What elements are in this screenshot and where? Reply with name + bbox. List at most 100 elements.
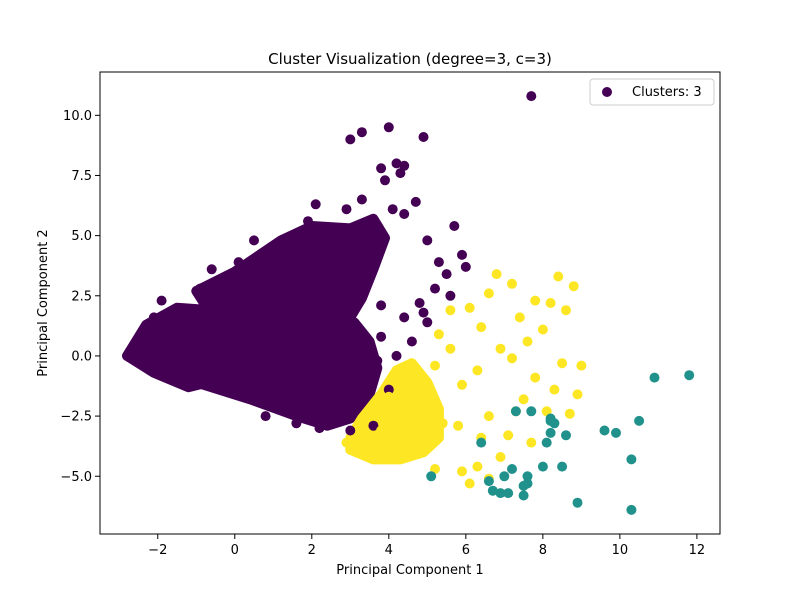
data-point (483, 411, 494, 422)
data-point (349, 394, 360, 405)
chart-title: Cluster Visualization (degree=3, c=3) (268, 50, 552, 68)
data-point (503, 488, 514, 499)
data-point (576, 360, 587, 371)
data-point (684, 370, 695, 381)
data-point (291, 418, 302, 429)
data-point (418, 396, 429, 407)
dense-cluster-regions (122, 213, 444, 465)
data-point (333, 293, 344, 304)
data-point (287, 245, 298, 256)
data-point (395, 168, 406, 179)
data-point (483, 288, 494, 299)
data-point (422, 235, 433, 246)
data-point (557, 358, 568, 369)
data-point (487, 485, 498, 496)
data-point (383, 122, 394, 133)
data-point (156, 295, 167, 306)
y-tick-label: 0.0 (71, 349, 92, 364)
data-point (376, 300, 387, 311)
data-point (626, 454, 637, 465)
data-point (476, 437, 487, 448)
data-point (568, 281, 579, 292)
data-point (430, 283, 440, 294)
data-point (345, 425, 356, 436)
y-tick-label: 2.5 (71, 289, 92, 304)
data-point (430, 360, 440, 371)
data-point (422, 317, 433, 328)
data-point (507, 353, 517, 364)
x-tick-label: 8 (539, 543, 547, 558)
data-point (349, 326, 360, 337)
data-point (449, 221, 460, 231)
data-point (537, 461, 548, 472)
legend-label: Clusters: 3 (632, 85, 702, 100)
x-tick-label: −2 (148, 543, 167, 558)
data-point (649, 372, 660, 383)
data-point (549, 384, 560, 395)
data-point (433, 257, 444, 268)
data-point (399, 209, 410, 219)
data-point (472, 365, 483, 376)
data-point (406, 444, 417, 455)
data-point (476, 322, 487, 333)
data-point (460, 261, 471, 272)
data-point (553, 271, 564, 282)
data-point (564, 408, 575, 419)
scatter-points (148, 91, 695, 515)
data-point (561, 305, 571, 316)
data-point (445, 290, 456, 301)
data-point (491, 269, 502, 280)
data-point (414, 427, 425, 438)
y-tick-label: 5.0 (71, 229, 92, 244)
dense-region-2 (156, 317, 383, 431)
data-point (249, 235, 259, 246)
data-point (499, 471, 510, 482)
data-point (507, 464, 517, 474)
y-axis-label: Principal Component 2 (36, 229, 51, 376)
data-point (526, 437, 537, 448)
legend-marker (602, 87, 612, 97)
data-point (376, 331, 387, 342)
dense-region-1 (191, 213, 390, 361)
data-point (345, 134, 356, 145)
data-point (599, 425, 610, 436)
data-point (503, 430, 514, 441)
data-point (437, 418, 448, 429)
data-point (391, 158, 402, 169)
x-axis: −2 0 2 4 6 8 10 12 (148, 534, 705, 558)
data-point (383, 391, 394, 402)
data-point (426, 471, 437, 482)
y-axis: −5.0 −2.5 0.0 2.5 5.0 7.5 10.0 (60, 109, 100, 485)
x-tick-label: 0 (231, 543, 239, 558)
data-point (514, 312, 525, 323)
x-tick-label: 12 (689, 543, 706, 558)
data-point (372, 355, 383, 366)
data-point (341, 204, 352, 215)
x-axis-label: Principal Component 1 (336, 563, 483, 578)
data-point (322, 242, 333, 253)
data-point (195, 283, 206, 294)
data-point (530, 372, 541, 383)
data-point (341, 273, 352, 284)
data-point (433, 329, 444, 340)
data-point (453, 420, 464, 431)
x-tick-label: 2 (308, 543, 316, 558)
y-tick-label: 10.0 (63, 109, 92, 124)
data-point (383, 452, 394, 462)
data-point (545, 427, 556, 438)
data-point (399, 312, 410, 323)
data-point (329, 358, 340, 369)
data-point (356, 194, 367, 205)
data-point (557, 461, 568, 472)
data-point (303, 216, 313, 227)
data-point (356, 127, 367, 138)
data-point (526, 406, 537, 417)
data-point (518, 490, 529, 501)
data-point (518, 394, 529, 405)
data-point (545, 298, 556, 308)
data-point (391, 350, 402, 361)
data-point (414, 298, 425, 308)
data-point (507, 278, 517, 289)
data-point (406, 336, 417, 347)
